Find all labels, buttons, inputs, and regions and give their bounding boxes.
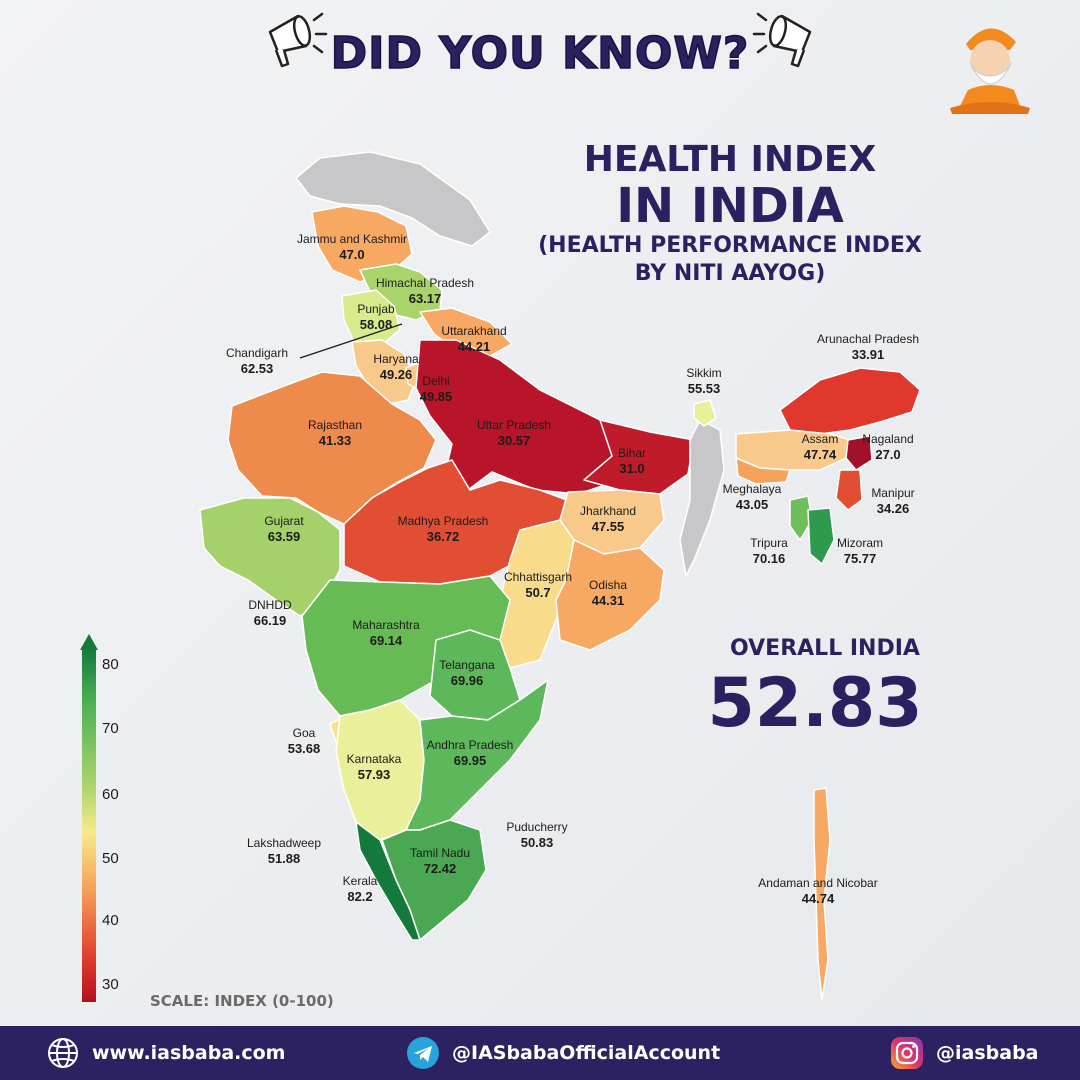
state-uttar-pradesh [415,339,641,497]
label-odisha: Odisha 44.31 [588,578,628,608]
label-chandigarh: Chandigarh 62.53 [225,346,289,376]
health-index-title: HEALTH INDEX IN INDIA (HEALTH PERFORMANC… [530,140,930,288]
scale-tick: 50 [102,850,119,867]
footer-telegram[interactable]: @IASbabaOfficialAccount [406,1026,720,1080]
footer-instagram[interactable]: @iasbaba [890,1026,1039,1080]
label-karnataka: Karnataka 57.93 [346,752,402,782]
label-uttar-pradesh: Uttar Pradesh 30.57 [476,418,552,448]
label-lakshadweep: Lakshadweep 51.88 [246,836,322,866]
state-punjab [341,289,401,347]
did-you-know-heading: DID YOU KNOW? [330,27,750,80]
state-sikkim [693,399,717,427]
overall-india-value: 52.83 [707,664,923,743]
label-telangana: Telangana 69.96 [439,658,495,688]
chandigarh-leader-line [299,323,403,359]
scale-tick: 80 [102,656,119,673]
globe-icon [48,1038,78,1068]
label-himachal-pradesh: Himachal Pradesh 63.17 [375,276,475,306]
megaphone-icon [268,12,328,68]
label-uttarakhand: Uttarakhand 44.21 [441,324,507,354]
scale-tick: 70 [102,720,119,737]
state-andaman [813,787,831,1001]
scale-tick: 30 [102,976,119,993]
instagram-link[interactable]: @iasbaba [936,1042,1039,1064]
label-tamil-nadu: Tamil Nadu 72.42 [409,846,471,876]
state-chhattisgarh [493,519,575,669]
footer-website[interactable]: www.iasbaba.com [46,1026,285,1080]
state-rajasthan [227,371,437,525]
telegram-link[interactable]: @IASbabaOfficialAccount [452,1042,721,1064]
state-meghalaya [735,457,791,485]
label-manipur: Manipur 34.26 [871,486,915,516]
mascot-logo [950,28,1030,114]
state-andhra [405,679,549,831]
label-tripura: Tripura 70.16 [750,536,788,566]
title-line-1: HEALTH INDEX [583,139,877,180]
state-uttarakhand [419,307,513,357]
label-meghalaya: Meghalaya 43.05 [722,482,782,512]
label-sikkim: Sikkim 55.53 [686,366,722,396]
title-line-2: IN INDIA [616,178,844,234]
overall-india-label: OVERALL INDIA [730,636,920,661]
label-bihar: Bihar 31.0 [617,446,646,476]
label-dnhdd: DNHDD 66.19 [248,598,292,628]
state-nagaland [845,435,873,471]
label-madhya-pradesh: Madhya Pradesh 36.72 [397,514,489,544]
color-scale-bar [82,648,96,1002]
state-haryana [351,339,417,405]
label-punjab: Punjab 58.08 [357,302,395,332]
region-pok-gray [295,151,491,247]
label-gujarat: Gujarat 63.59 [264,514,304,544]
region-nepal-gray [679,419,725,577]
state-manipur [835,469,863,511]
state-jammu-kashmir [311,205,413,283]
footer-bar: www.iasbaba.com @IASbabaOfficialAccount … [0,1026,1080,1080]
label-andaman-nicobar: Andaman and Nicobar 44.74 [758,876,878,906]
label-arunachal-pradesh: Arunachal Pradesh 33.91 [816,332,920,362]
state-odisha [555,539,665,651]
label-andhra-pradesh: Andhra Pradesh 69.95 [426,738,514,768]
megaphone-icon [752,12,812,68]
label-delhi: Delhi 49.85 [419,374,453,404]
title-line-4: BY NITI AAYOG) [634,261,826,286]
instagram-icon [891,1037,923,1069]
state-kerala [355,821,421,941]
label-rajasthan: Rajasthan 41.33 [307,418,363,448]
website-link[interactable]: www.iasbaba.com [92,1042,286,1064]
state-tamil-nadu [381,819,487,941]
label-jharkhand: Jharkhand 47.55 [579,504,637,534]
label-assam: Assam 47.74 [801,432,839,462]
label-puducherry: Puducherry 50.83 [506,820,568,850]
state-tripura [789,495,813,541]
label-jammu-kashmir: Jammu and Kashmir 47.0 [296,232,408,262]
telegram-icon [407,1037,439,1069]
label-maharashtra: Maharashtra 69.14 [352,618,420,648]
title-line-3: (HEALTH PERFORMANCE INDEX [538,233,922,258]
label-chhattisgarh: Chhattisgarh 50.7 [503,570,573,600]
label-mizoram: Mizoram 75.77 [836,536,883,566]
label-haryana: Haryana 49.26 [373,352,419,382]
label-goa: Goa 53.68 [287,726,321,756]
label-kerala: Kerala 82.2 [342,874,378,904]
state-mizoram [807,507,835,565]
state-arunachal [779,367,921,435]
scale-caption: SCALE: INDEX (0-100) [150,992,334,1010]
scale-tick: 40 [102,912,119,929]
label-nagaland: Nagaland 27.0 [862,432,914,462]
scale-tick: 60 [102,786,119,803]
scale-arrow-icon [80,634,98,650]
